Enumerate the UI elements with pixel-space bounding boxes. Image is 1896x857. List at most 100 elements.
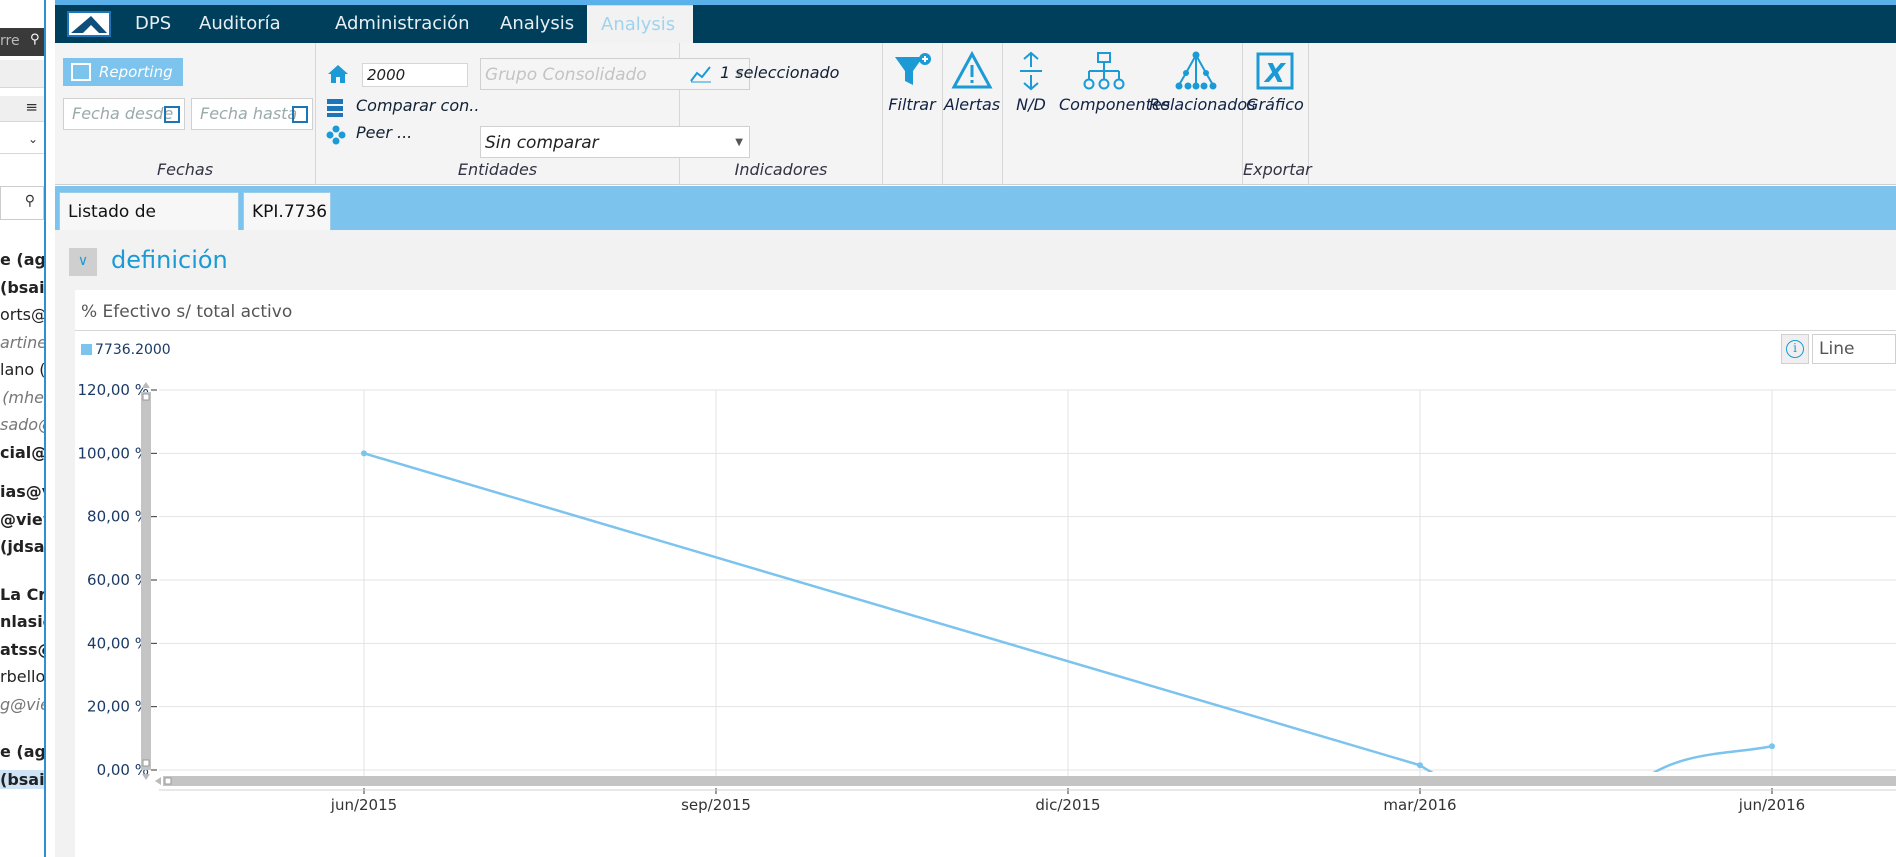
left-list-item[interactable]: (bsai	[0, 769, 45, 789]
y-tick-label: 0,00 %	[97, 761, 149, 779]
info-button[interactable]: i	[1781, 334, 1809, 364]
scroll-down-arrow	[142, 774, 150, 780]
left-list-item[interactable]: e (agi	[0, 250, 46, 269]
componentes-label: Componentes	[1059, 95, 1171, 114]
left-search-field[interactable]: ⚲	[0, 186, 44, 220]
left-list-item[interactable]: sado@	[0, 415, 44, 434]
componentes-button[interactable]: Componentes	[1059, 51, 1170, 114]
left-list-item[interactable]: ias@v	[0, 482, 44, 501]
left-list-item[interactable]: lano (	[0, 360, 46, 379]
menu-auditoria[interactable]: Auditoría	[199, 13, 281, 34]
group-label-indicadores: Indicadores	[734, 160, 828, 179]
filtrar-label: Filtrar	[888, 95, 936, 114]
grafico-label: Gráfico	[1246, 95, 1304, 114]
search-icon[interactable]: ⚲	[30, 32, 40, 47]
left-list-item[interactable]: atss@	[0, 639, 44, 659]
search-icon[interactable]: ⚲	[24, 193, 35, 209]
reporting-button[interactable]: Reporting	[63, 58, 183, 86]
alert-triangle-icon	[951, 51, 993, 89]
chart-title: % Efectivo s/ total activo	[81, 302, 293, 322]
compare-with-button[interactable]: Comparar con..	[326, 96, 480, 117]
top-menu-bar: DPS Auditoría Administración Analysis An…	[55, 5, 1896, 43]
trend-chart-icon	[690, 65, 711, 82]
alertas-button[interactable]: Alertas	[943, 51, 1001, 114]
vertical-scrollbar	[141, 392, 151, 770]
scroll-left-arrow	[155, 777, 161, 785]
calendar-icon[interactable]	[164, 106, 180, 123]
left-list-item[interactable]: cial@	[0, 442, 46, 462]
menu-analysis-active[interactable]: Analysis	[587, 5, 693, 43]
group-consolidated-select: Grupo Consolidado ▼	[480, 58, 750, 90]
group-indicadores: 1 seleccionado Indicadores	[680, 43, 883, 185]
compare-select[interactable]: Sin comparar ▼	[480, 126, 750, 158]
alertas-label: Alertas	[943, 95, 1001, 114]
left-list-item[interactable]: La Cru	[0, 584, 46, 604]
x-tick-label: jun/2015	[330, 796, 397, 814]
double-chevron-down-icon[interactable]: ⌄	[27, 132, 38, 146]
left-list-item[interactable]: artine.	[0, 332, 44, 352]
menu-analysis[interactable]: Analysis	[500, 13, 575, 34]
left-list-item[interactable]: (jdsa	[0, 537, 45, 556]
left-list-item[interactable]: orts@	[0, 305, 46, 324]
data-point	[361, 450, 367, 457]
grafico-export-button[interactable]: X Gráfico	[1243, 51, 1307, 114]
relacionados-button[interactable]: Relacionados	[1149, 51, 1255, 114]
horizontal-scrollbar	[163, 776, 1896, 786]
chart-type-select[interactable]: Line	[1812, 334, 1896, 364]
server-icon	[326, 98, 348, 117]
chart-panel: % Efectivo s/ total activo 7736.2000 i L…	[75, 290, 1896, 857]
reporting-label: Reporting	[99, 63, 173, 81]
chevron-down-icon[interactable]: ∨	[69, 248, 97, 276]
document-tab-bar: Listado de indicadoresX KPI.7736X	[55, 186, 1896, 261]
menu-dps[interactable]: DPS	[135, 13, 172, 34]
tab-kpi-7736[interactable]: KPI.7736X	[243, 192, 331, 261]
compare-select-value: Sin comparar	[485, 133, 599, 153]
dropdown-arrow-icon[interactable]: ▼	[735, 137, 743, 148]
left-list-item[interactable]: g@vie	[0, 694, 46, 714]
legend-series-label: 7736.2000	[95, 342, 171, 358]
calendar-icon[interactable]	[292, 106, 308, 123]
left-list-item[interactable]: e (agi	[0, 742, 46, 761]
date-from-field[interactable]: Fecha desde	[63, 98, 185, 130]
left-list-item[interactable]: (bsai	[0, 277, 45, 297]
compare-with-label: Comparar con..	[356, 96, 480, 115]
excel-icon: X	[1256, 52, 1294, 90]
left-list-item[interactable]: rbello	[0, 667, 46, 686]
indicators-selection[interactable]: 1 seleccionado	[690, 63, 839, 83]
entity-code-input[interactable]: 2000	[362, 63, 468, 87]
data-point	[1769, 743, 1775, 750]
menu-administracion[interactable]: Administración	[335, 13, 470, 34]
left-list-item[interactable]: nlasie	[0, 612, 44, 631]
left-filter-select[interactable]: ⌄	[0, 128, 44, 154]
left-search-box[interactable]: rre ⚲	[0, 28, 44, 56]
left-toolbar-band	[0, 60, 44, 88]
hierarchy-icon	[1083, 52, 1125, 90]
y-tick-label: 80,00 %	[87, 508, 149, 526]
nd-label: N/D	[1016, 95, 1046, 114]
up-down-arrows-icon	[1020, 51, 1042, 91]
group-label-fechas: Fechas	[156, 160, 214, 179]
app-logo[interactable]	[67, 11, 111, 37]
left-list-item[interactable]: (mhe	[2, 387, 44, 407]
section-title: definición	[111, 246, 228, 274]
group-exportar: X Gráfico Exportar	[1243, 43, 1312, 185]
left-search-text: rre	[0, 33, 20, 49]
left-list-item[interactable]: @view	[0, 509, 44, 529]
nd-button[interactable]: N/D	[1003, 51, 1059, 114]
home-icon[interactable]	[326, 63, 350, 89]
filter-add-icon	[895, 53, 931, 85]
series-line	[363, 452, 1773, 772]
group-alertas: Alertas	[943, 43, 1003, 185]
ribbon-toolbar: Reporting Fecha desde Fecha hasta Fechas…	[55, 43, 1896, 185]
scroll-handle-left	[164, 777, 172, 785]
left-menu-band[interactable]: ≡	[0, 96, 44, 122]
tab-listado-indicadores[interactable]: Listado de indicadoresX	[59, 192, 239, 261]
peer-button[interactable]: Peer ...	[326, 123, 412, 144]
date-to-field[interactable]: Fecha hasta	[191, 98, 313, 130]
group-fechas: Reporting Fecha desde Fecha hasta Fechas	[55, 43, 316, 185]
group-consolidated-value: Grupo Consolidado	[485, 65, 647, 85]
filtrar-button[interactable]: Filtrar	[883, 51, 941, 114]
hamburger-icon[interactable]: ≡	[25, 98, 38, 116]
x-tick-label: mar/2016	[1383, 796, 1456, 814]
chart-legend[interactable]: 7736.2000	[81, 342, 171, 358]
